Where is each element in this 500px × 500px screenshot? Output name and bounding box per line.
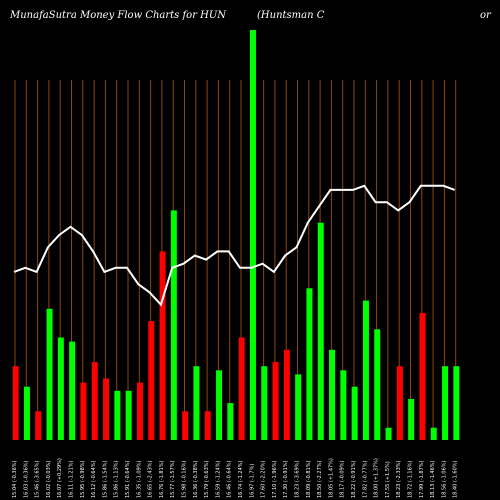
x-tick-label: 15.86 (-1.54%)	[102, 460, 108, 498]
chart-title-company: (Huntsman C	[257, 10, 325, 21]
x-tick-label: 18.56 (-1.06%)	[441, 460, 447, 498]
bar	[238, 337, 245, 440]
bar	[125, 390, 132, 440]
x-tick-label: 16.97 (-1.7%)	[249, 464, 255, 498]
bar	[227, 403, 234, 440]
x-tick-label: 17.30 (-0.91%)	[283, 460, 289, 498]
bar	[430, 427, 437, 440]
bar	[46, 308, 53, 440]
x-tick-label: 16.35 (-1.09%)	[136, 460, 142, 498]
x-tick-label: 15.79 (-0.63%)	[204, 460, 210, 498]
bar	[159, 251, 166, 440]
bar	[57, 337, 64, 440]
bar	[442, 366, 449, 440]
bar	[374, 329, 381, 440]
x-tick-label: 16.46 (-0.64%)	[227, 460, 233, 498]
bar	[204, 411, 211, 440]
x-tick-label: 16.76 (-1.81%)	[159, 460, 165, 498]
bar	[12, 366, 19, 440]
bar	[193, 366, 200, 440]
bar	[385, 427, 392, 440]
x-tick-label: 16.74 (-1.24%)	[238, 460, 244, 498]
x-tick-label: 17.82 (-0.77%)	[362, 460, 368, 498]
bar	[283, 349, 290, 440]
bar	[182, 411, 189, 440]
x-tick-label: 18.05 (+1.47%)	[328, 458, 334, 498]
bar	[136, 382, 143, 440]
x-tick-label: 18.00 (+1.37%)	[374, 458, 380, 498]
bar	[170, 210, 177, 440]
x-tick-label: 18.40 (-1.60%)	[453, 460, 459, 498]
x-tick-label: 17.60 (-2.20%)	[261, 460, 267, 498]
x-tick-label: 15.04 (-0.36%)	[12, 460, 18, 498]
bar	[419, 312, 426, 440]
x-tick-label: 16.59 (-1.24%)	[215, 460, 221, 498]
bar	[453, 366, 460, 440]
bar	[408, 399, 415, 440]
x-tick-label: 18.23 (-3.69%)	[295, 460, 301, 498]
bar	[317, 222, 324, 440]
bar	[35, 411, 42, 440]
bar	[80, 382, 87, 440]
x-tick-label: 15.86 (-1.13%)	[114, 460, 120, 498]
bar	[295, 374, 302, 440]
bar	[272, 362, 279, 440]
chart-title-overflow: or	[480, 10, 491, 21]
x-tick-label: 15.77 (-1.57%)	[170, 460, 176, 498]
x-tick-label: 16.07 (+0.29%)	[57, 458, 63, 498]
bar	[216, 370, 223, 440]
bar	[23, 386, 30, 440]
bar	[103, 378, 110, 440]
bar	[249, 30, 256, 440]
x-tick-label: 16.02 (-0.03%)	[46, 460, 52, 498]
x-tick-label: 18.17 (-0.09%)	[340, 460, 346, 498]
x-tick-label: 15.95 (-0.98%)	[80, 460, 86, 498]
bar	[261, 366, 268, 440]
bar	[114, 390, 121, 440]
x-tick-label: 16.03 (-0.36%)	[23, 460, 29, 498]
x-tick-label: 18.09 (-0.81%)	[306, 460, 312, 498]
x-tick-label: 17.10 (-1.96%)	[272, 460, 278, 498]
x-tick-label: 18.72 (-1.16%)	[408, 460, 414, 498]
x-tick-label: 16.11 (-1.21%)	[69, 460, 75, 498]
x-tick-label: 15.91 (-0.64%)	[125, 460, 131, 498]
bar	[396, 366, 403, 440]
chart-title: MunafaSutra Money Flow Charts for HUN	[10, 10, 227, 21]
x-tick-label: 16.65 (-2.43%)	[148, 460, 154, 498]
x-tick-label: 17.55 (+1.5%)	[385, 461, 391, 498]
bar	[91, 362, 98, 440]
x-tick-label: 18.13 (-1.46%)	[430, 460, 436, 498]
money-flow-line	[13, 184, 456, 307]
bar	[69, 341, 76, 440]
x-tick-label: 15.98 (-0.16%)	[182, 460, 188, 498]
bar	[362, 300, 369, 440]
bar	[351, 386, 358, 440]
bar	[148, 321, 155, 440]
x-tick-label: 15.46 (-3.65%)	[35, 460, 41, 498]
x-tick-label: 18.50 (-2.27%)	[317, 460, 323, 498]
x-tick-label: 18.22 (-0.91%)	[351, 460, 357, 498]
x-tick-label: 18.23 (-2.33%)	[396, 460, 402, 498]
bar	[329, 349, 336, 440]
x-tick-label: 16.12 (-0.64%)	[91, 460, 97, 498]
x-tick-label: 17.99 (-1.87%)	[419, 460, 425, 498]
x-tick-label: 16.36 (-0.38%)	[193, 460, 199, 498]
bar	[306, 288, 313, 440]
bar	[340, 370, 347, 440]
